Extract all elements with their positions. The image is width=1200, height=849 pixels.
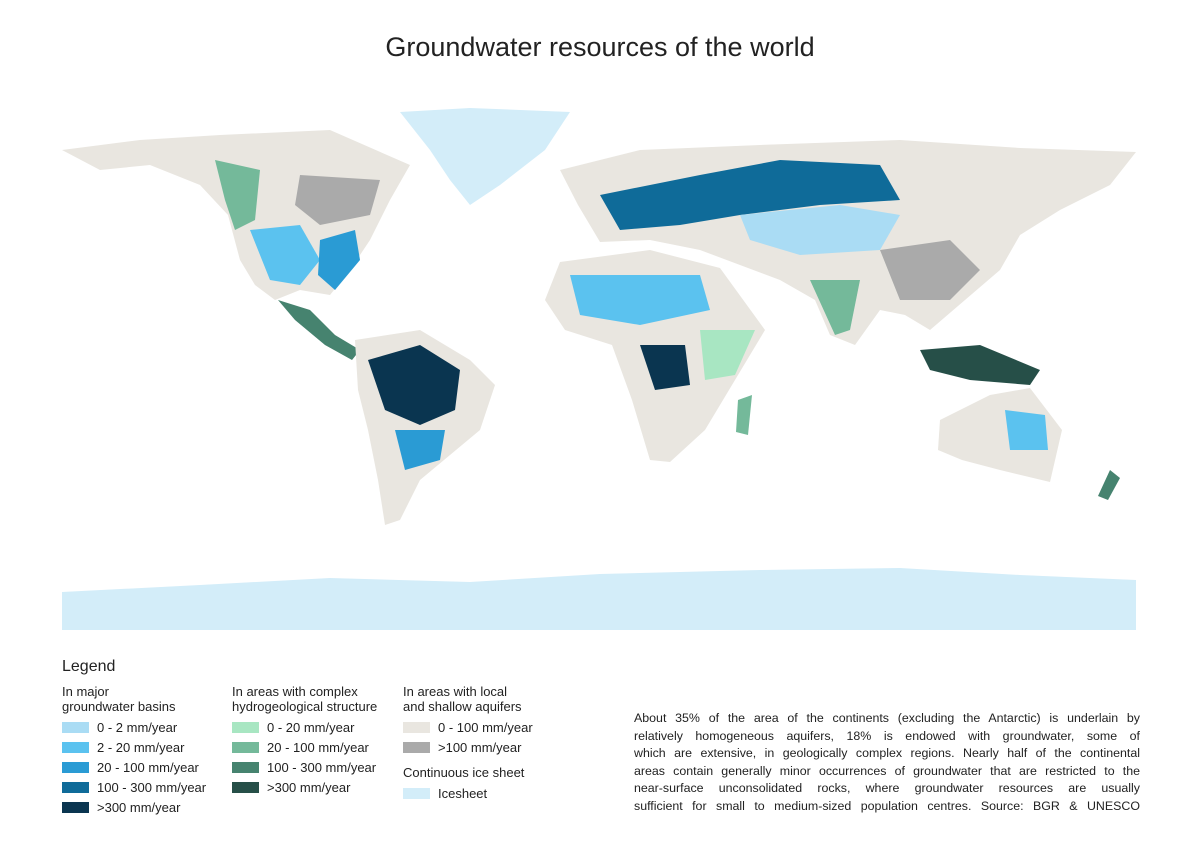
legend-item: 0 - 20 mm/year (232, 717, 377, 737)
new-zealand (1098, 470, 1120, 500)
legend-label: 20 - 100 mm/year (97, 759, 199, 775)
world-map (62, 108, 1136, 630)
asia-basin (740, 205, 900, 255)
legend-label: Icesheet (438, 785, 488, 801)
legend-heading: In major (62, 684, 109, 699)
description-line: About 35% of the area of the continents … (634, 711, 1140, 725)
legend-swatch (403, 721, 430, 733)
legend-group: In major groundwater basins 0 - 2 mm/year 2… (62, 684, 206, 817)
legend-item: 0 - 2 mm/year (62, 717, 206, 737)
description: About 35% of the area of the continents … (634, 710, 1140, 815)
legend-items: 0 - 2 mm/year 2 - 20 mm/year 20 - 100 mm/y… (62, 717, 206, 817)
description-line: relatively homogeneous aquifers, 18% is … (634, 728, 1140, 743)
legend-swatch (232, 781, 259, 793)
legend-item: >300 mm/year (232, 777, 377, 797)
legend-swatch (62, 801, 89, 813)
legend-swatch (62, 781, 89, 793)
legend-item: 2 - 20 mm/year (62, 737, 206, 757)
sa-basin (395, 430, 445, 470)
legend-heading: hydrogeological structure (232, 699, 378, 714)
legend-item: 20 - 100 mm/year (62, 757, 206, 777)
na-rockies (215, 160, 260, 230)
china (880, 240, 980, 300)
madagascar (736, 395, 752, 435)
legend-item: >100 mm/year (403, 737, 533, 757)
legend-swatch (62, 761, 89, 773)
legend-item: 20 - 100 mm/year (232, 737, 377, 757)
se-asia (920, 345, 1040, 385)
greenland (400, 108, 570, 205)
legend-heading: In areas with local (403, 684, 508, 699)
sahara (570, 275, 710, 325)
congo (640, 345, 690, 390)
central-america (278, 300, 360, 360)
amazon (368, 345, 460, 425)
description-line: which are extensive, in geologically com… (634, 746, 1140, 760)
antarctica (62, 568, 1136, 630)
legend-label: 0 - 20 mm/year (267, 719, 355, 735)
legend-title: Legend (62, 658, 116, 675)
na-shield (295, 175, 380, 225)
legend-label: >300 mm/year (97, 799, 181, 815)
legend-heading: Continuous ice sheet (403, 765, 525, 780)
legend-item: 0 - 100 mm/year (403, 717, 533, 737)
legend-group: In areas with local and shallow aquifers 0… (403, 684, 533, 757)
legend-swatch (232, 761, 259, 773)
legend-label: >100 mm/year (438, 739, 522, 755)
legend-item: 100 - 300 mm/year (62, 777, 206, 797)
legend-label: 100 - 300 mm/year (267, 759, 377, 775)
legend-swatch (232, 741, 259, 753)
legend-item: 100 - 300 mm/year (232, 757, 377, 777)
na-east (318, 230, 360, 290)
legend-label: 0 - 100 mm/year (438, 719, 533, 735)
legend-label: >300 mm/year (267, 779, 351, 795)
legend-swatch (62, 721, 89, 733)
legend-swatch (62, 741, 89, 753)
legend-items: Icesheet (403, 783, 524, 803)
legend-label: 20 - 100 mm/year (267, 739, 369, 755)
legend-items: 0 - 20 mm/year 20 - 100 mm/year 100 - 300 … (232, 717, 377, 797)
siberia (600, 160, 900, 230)
land (62, 108, 1136, 630)
na-basin (250, 225, 320, 285)
legend-item: >300 mm/year (62, 797, 206, 817)
legend-items: 0 - 100 mm/year >100 mm/year (403, 717, 533, 757)
title: Groundwater resources of the world (385, 32, 815, 62)
legend-swatch (403, 787, 430, 799)
legend-label: 2 - 20 mm/year (97, 739, 185, 755)
legend-swatch (403, 741, 430, 753)
australia (938, 388, 1062, 482)
legend-label: 100 - 300 mm/year (97, 779, 207, 795)
legend-label: 0 - 2 mm/year (97, 719, 178, 735)
legend-heading: groundwater basins (62, 699, 176, 714)
legend-group: In areas with complex hydrogeological str… (232, 684, 377, 797)
legend-group: Continuous ice sheet Icesheet (403, 765, 524, 803)
australia-basin (1005, 410, 1048, 450)
legend-heading: and shallow aquifers (403, 699, 522, 714)
description-line: areas contain generally minor occurrence… (634, 763, 1140, 778)
legend-item: Icesheet (403, 783, 524, 803)
africa-complex (700, 330, 755, 380)
legend-heading: In areas with complex (232, 684, 358, 699)
india (810, 280, 860, 335)
description-line: near-surface unconsolidated rocks, where… (634, 781, 1140, 795)
description-line: sufficient for small to medium-sized pop… (634, 798, 1140, 813)
legend-swatch (232, 721, 259, 733)
